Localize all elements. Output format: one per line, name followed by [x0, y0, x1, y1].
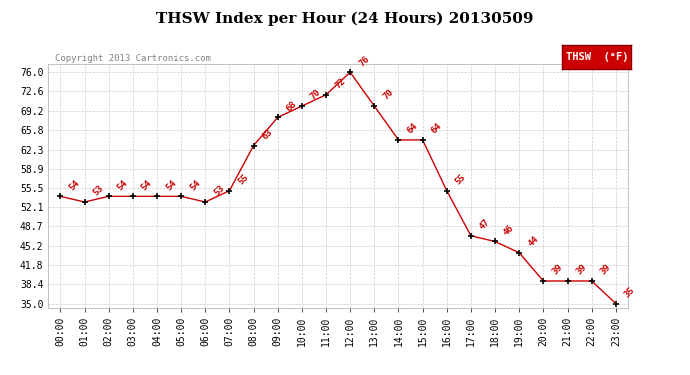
Text: 53: 53 [92, 184, 106, 198]
Text: 70: 70 [309, 88, 323, 102]
Text: 72: 72 [333, 76, 347, 91]
Text: THSW Index per Hour (24 Hours) 20130509: THSW Index per Hour (24 Hours) 20130509 [156, 11, 534, 26]
Text: 54: 54 [188, 178, 202, 192]
Text: 54: 54 [68, 178, 81, 192]
Text: 39: 39 [551, 263, 564, 277]
Text: 70: 70 [382, 88, 395, 102]
Text: 47: 47 [478, 218, 492, 232]
Text: 64: 64 [430, 122, 444, 136]
Text: Copyright 2013 Cartronics.com: Copyright 2013 Cartronics.com [55, 54, 211, 63]
Text: 39: 39 [575, 263, 589, 277]
Text: 54: 54 [116, 178, 130, 192]
Text: 55: 55 [454, 172, 468, 186]
Text: 35: 35 [623, 285, 637, 299]
Text: 53: 53 [213, 184, 226, 198]
Text: 68: 68 [285, 99, 299, 113]
Text: 54: 54 [140, 178, 154, 192]
Text: 64: 64 [406, 122, 420, 136]
Text: 63: 63 [261, 128, 275, 141]
Text: 39: 39 [599, 263, 613, 277]
Text: THSW  (°F): THSW (°F) [566, 52, 628, 62]
Text: 76: 76 [357, 54, 371, 68]
Text: 44: 44 [526, 235, 540, 249]
Text: 54: 54 [164, 178, 178, 192]
Text: 46: 46 [502, 224, 516, 237]
Text: 55: 55 [237, 172, 250, 186]
